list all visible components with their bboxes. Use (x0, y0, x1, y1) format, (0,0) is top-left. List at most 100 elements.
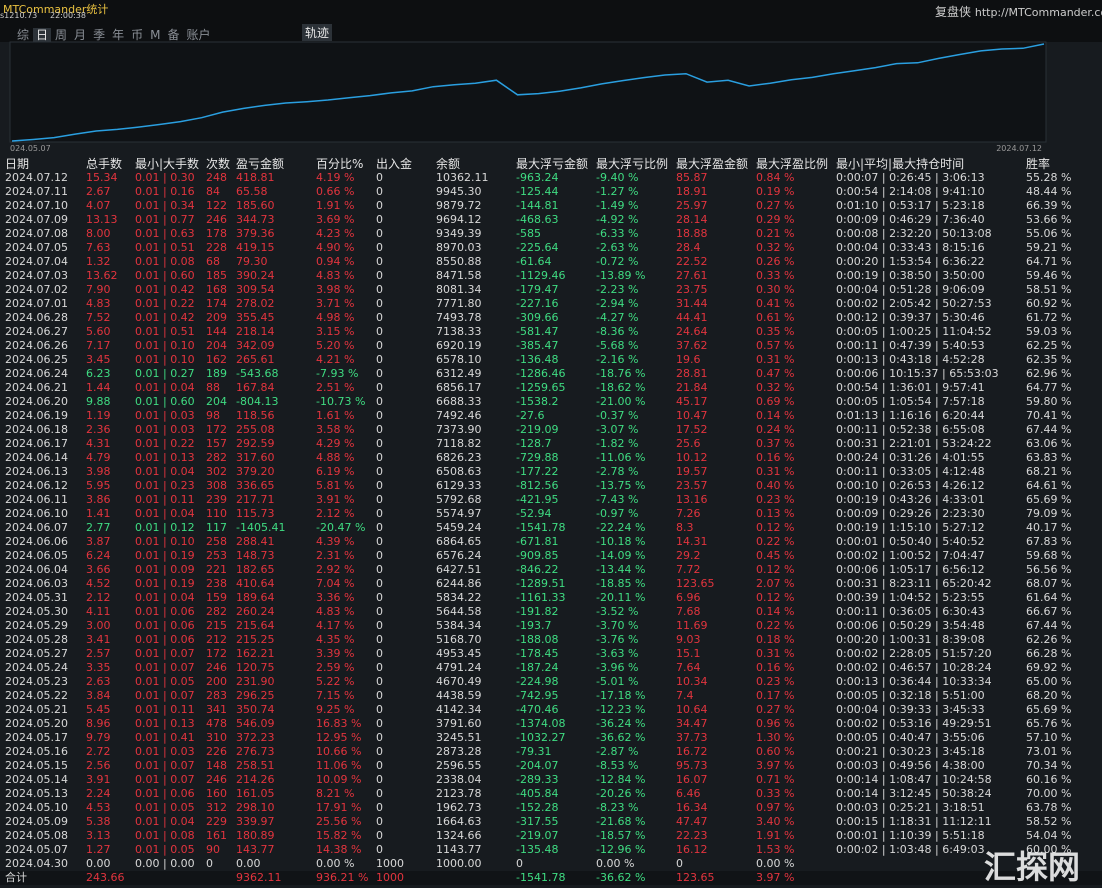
chart-tab[interactable]: 轨迹 (302, 24, 333, 41)
table-cell: 0.31 % (756, 465, 795, 478)
tab[interactable]: 周 (55, 28, 68, 42)
table-cell: 143.77 (236, 843, 275, 856)
table-cell: 0.01 | 0.11 (135, 493, 195, 506)
table-cell: 239 (206, 493, 227, 506)
table-cell: 2024.06.26 (5, 339, 68, 352)
table-cell: 0.01 | 0.22 (135, 297, 195, 310)
tab[interactable]: 备 (167, 28, 180, 42)
table-cell: 0.01 | 0.05 (135, 843, 195, 856)
table-cell: 60.92 % (1026, 297, 1072, 310)
table-cell: 0.01 | 0.07 (135, 689, 195, 702)
table-cell: -136.48 (516, 353, 559, 366)
table-cell: 59.68 % (1026, 549, 1072, 562)
table-cell: 0.01 | 0.27 (135, 367, 195, 380)
table-cell: 15.82 % (316, 829, 362, 842)
tab[interactable]: 币 (131, 28, 144, 42)
table-cell: 0 (376, 283, 383, 296)
table-cell: 9.25 % (316, 703, 355, 716)
table-cell: 3.84 (86, 689, 111, 702)
table-cell: 6920.19 (436, 339, 482, 352)
table-cell: 0.01 | 0.42 (135, 283, 195, 296)
table-cell: -3.96 % (596, 661, 639, 674)
tab[interactable]: 日 (33, 28, 52, 42)
table-cell: 6244.86 (436, 577, 482, 590)
table-cell: 302 (206, 465, 227, 478)
table-cell: 0:00:20 | 1:53:54 | 6:36:22 (836, 255, 985, 268)
table-cell: 63.06 % (1026, 437, 1072, 450)
table-cell: -17.18 % (596, 689, 646, 702)
url[interactable]: http://MTCommander.com (974, 6, 1102, 19)
table-cell: 13.13 (86, 213, 118, 226)
table-cell: 1.91 % (316, 199, 355, 212)
table-cell: -4.27 % (596, 311, 639, 324)
table-cell: 0:00:02 | 2:05:42 | 50:27:53 (836, 297, 992, 310)
table-cell: 265.61 (236, 353, 275, 366)
table-cell: 37.73 (676, 731, 708, 744)
table-cell: 5.20 % (316, 339, 355, 352)
table-cell: 65.76 % (1026, 717, 1072, 730)
tab[interactable]: M (150, 28, 161, 42)
table-cell: 2024.06.04 (5, 563, 68, 576)
table-cell: 0 (376, 199, 383, 212)
table-cell: 0.01 | 0.12 (135, 521, 195, 534)
table-cell: 0.01 | 0.05 (135, 801, 195, 814)
tab[interactable]: 综 (17, 28, 30, 42)
table-cell: 160 (206, 787, 227, 800)
table-cell: 0:00:14 | 1:08:47 | 10:24:58 (836, 773, 992, 786)
column-header: 出入金 (376, 157, 413, 171)
table-cell: 88 (206, 381, 220, 394)
table-cell: 258.51 (236, 759, 275, 772)
table-cell: 2024.07.01 (5, 297, 68, 310)
table-cell: -135.48 (516, 843, 559, 856)
table-cell: 0 (676, 857, 683, 870)
tab[interactable]: 年 (112, 28, 125, 42)
table-cell: 1.19 (86, 409, 111, 422)
start-label: 024.05.07 (10, 144, 51, 153)
table-cell: 0.22 % (756, 535, 795, 548)
table-cell: 282 (206, 605, 227, 618)
table-cell: 2024.06.12 (5, 479, 68, 492)
table-cell: 0.01 | 0.06 (135, 633, 195, 646)
table-cell: 68.21 % (1026, 465, 1072, 478)
table-cell: 2024.06.19 (5, 409, 68, 422)
table-cell: 11.06 % (316, 759, 362, 772)
table-cell: 3.41 (86, 633, 111, 646)
table-cell: -10.18 % (596, 535, 646, 548)
column-header: 最大浮亏比例 (596, 157, 669, 171)
table-cell: 0.01 | 0.07 (135, 647, 195, 660)
table-cell: 25.6 (676, 437, 701, 450)
tab[interactable]: 月 (74, 28, 87, 42)
table-cell: 60.16 % (1026, 773, 1072, 786)
tab[interactable]: 季 (93, 28, 106, 42)
table-cell: 47.47 (676, 815, 708, 828)
table-cell: -0.72 % (596, 255, 639, 268)
table-cell: 231.90 (236, 675, 275, 688)
balance-line (11, 43, 1045, 142)
table-cell: -1259.65 (516, 381, 566, 394)
table-cell: 0.01 | 0.03 (135, 423, 195, 436)
table-cell: 7.17 (86, 339, 111, 352)
table-cell: 168 (206, 283, 227, 296)
table-cell: 0:00:09 | 0:29:26 | 2:23:30 (836, 507, 985, 520)
watermark: 汇探网 (984, 848, 1081, 886)
table-cell: 22.23 (676, 829, 708, 842)
table-cell: 2024.07.11 (5, 185, 68, 198)
table-cell: 350.74 (236, 703, 275, 716)
table-cell: 65.69 % (1026, 703, 1072, 716)
table-cell: 1.32 (86, 255, 111, 268)
table-cell: -152.28 (516, 801, 559, 814)
table-cell: 2024.06.21 (5, 381, 68, 394)
table-cell: 5.81 % (316, 479, 355, 492)
tab[interactable]: 账户 (186, 28, 211, 42)
table-cell: -13.44 % (596, 563, 646, 576)
table-cell: 0:00:20 | 1:00:31 | 8:39:08 (836, 633, 985, 646)
table-cell: 2873.28 (436, 745, 482, 758)
table-cell: 0 (376, 689, 383, 702)
top-bar (0, 0, 1102, 42)
table-cell: 0 (376, 227, 383, 240)
column-header: 次数 (206, 157, 231, 171)
table-cell: 64.77 % (1026, 381, 1072, 394)
table-cell: 204 (206, 395, 227, 408)
table-cell: 0.23 % (756, 493, 795, 506)
table-cell: 29.2 (676, 549, 701, 562)
